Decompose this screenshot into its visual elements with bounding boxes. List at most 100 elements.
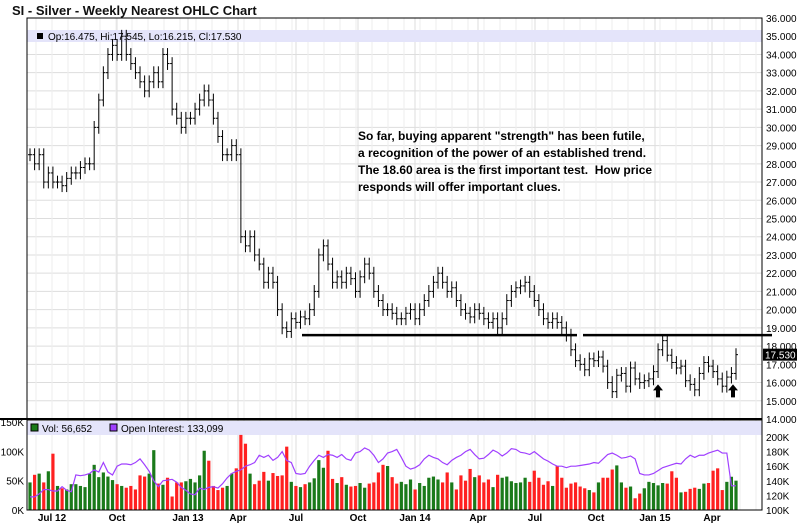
price-tick-label: 17.000 bbox=[766, 360, 797, 371]
volume-bar bbox=[298, 487, 303, 510]
volume-bar bbox=[308, 482, 312, 510]
volume-bar bbox=[551, 485, 555, 510]
price-tick-label: 22.000 bbox=[766, 269, 797, 280]
price-tick-label: 36.000 bbox=[766, 14, 797, 25]
volume-bar bbox=[133, 489, 138, 510]
volume-bar bbox=[266, 480, 270, 510]
volume-bar bbox=[440, 482, 445, 510]
volume-bar bbox=[477, 475, 481, 510]
volume-bar bbox=[78, 485, 83, 510]
volume-bar bbox=[193, 482, 197, 510]
volume-bar bbox=[408, 479, 413, 510]
volume-bar bbox=[422, 485, 426, 510]
volume-bar bbox=[619, 482, 623, 510]
volume-bar bbox=[486, 479, 491, 510]
volume-bar bbox=[683, 491, 688, 510]
volume-bar bbox=[216, 490, 220, 510]
volume-bar bbox=[372, 482, 376, 510]
volume-bar bbox=[335, 483, 339, 510]
volume-tick-label: 0K bbox=[12, 506, 25, 517]
volume-bar bbox=[87, 473, 92, 510]
volume-bar bbox=[418, 483, 422, 510]
volume-bar bbox=[528, 481, 532, 510]
up-arrow-icon bbox=[728, 384, 738, 398]
volume-bar bbox=[725, 481, 729, 510]
volume-bar bbox=[367, 483, 371, 510]
volume-bar bbox=[285, 446, 289, 510]
price-tick-label: 16.000 bbox=[766, 379, 797, 390]
price-tick-label: 32.000 bbox=[766, 87, 797, 98]
volume-bar bbox=[670, 471, 674, 510]
volume-bar bbox=[404, 484, 408, 510]
volume-bar bbox=[711, 470, 715, 510]
volume-bar bbox=[702, 483, 706, 510]
volume-bar bbox=[143, 476, 147, 510]
oi-tick-label: 200K bbox=[766, 433, 790, 444]
volume-bar bbox=[106, 476, 110, 510]
oi-tick-label: 100K bbox=[766, 506, 790, 517]
volume-bar bbox=[661, 483, 665, 510]
up-arrow-icon bbox=[653, 384, 663, 398]
volume-bar bbox=[243, 443, 248, 510]
price-tick-label: 35.000 bbox=[766, 32, 797, 43]
volume-bar bbox=[688, 488, 692, 510]
volume-bar bbox=[138, 475, 142, 510]
volume-panel-frame bbox=[26, 419, 763, 511]
volume-bar bbox=[198, 475, 202, 510]
open-interest-line bbox=[30, 447, 736, 498]
volume-bar bbox=[390, 477, 394, 510]
price-tick-label: 31.000 bbox=[766, 105, 797, 116]
volume-bar bbox=[734, 480, 738, 510]
volume-bar bbox=[592, 492, 596, 510]
price-tick-label: 21.000 bbox=[766, 287, 797, 298]
volume-bar bbox=[693, 487, 697, 510]
volume-bar bbox=[46, 471, 50, 510]
volume-bar bbox=[353, 485, 358, 510]
volume-bar bbox=[69, 484, 73, 510]
volume-bar bbox=[120, 485, 124, 510]
price-legend-swatch bbox=[37, 33, 43, 39]
volume-bar bbox=[330, 478, 335, 510]
volume-bar bbox=[596, 482, 601, 510]
volume-bar bbox=[615, 465, 619, 510]
volume-bar bbox=[115, 484, 119, 510]
price-tick-label: 24.000 bbox=[766, 233, 797, 244]
price-legend-band bbox=[27, 30, 762, 42]
volume-bar bbox=[60, 488, 64, 510]
volume-bar bbox=[720, 490, 724, 510]
volume-bar bbox=[427, 477, 431, 510]
volume-bar bbox=[578, 486, 582, 510]
oi-tick-label: 140K bbox=[766, 477, 790, 488]
volume-tick-label: 100K bbox=[1, 447, 25, 458]
volume-bar bbox=[587, 490, 591, 510]
volume-bar bbox=[445, 472, 449, 510]
volume-bar bbox=[184, 481, 188, 510]
chart-annotation: So far, buying apparent "strength" has b… bbox=[358, 129, 653, 194]
volume-bar bbox=[55, 485, 60, 510]
oi-tick-label: 120K bbox=[766, 491, 790, 502]
volume-bar bbox=[541, 484, 546, 510]
volume-bar bbox=[716, 468, 720, 510]
volume-bar bbox=[253, 484, 257, 510]
volume-bar bbox=[463, 480, 468, 510]
volume-bar bbox=[697, 488, 701, 510]
volume-bar bbox=[674, 477, 679, 510]
volume-bar bbox=[340, 477, 344, 510]
volume-bar bbox=[225, 485, 229, 510]
volume-bar bbox=[651, 483, 656, 510]
price-tick-label: 15.000 bbox=[766, 397, 797, 408]
volume-bar bbox=[156, 483, 160, 510]
volume-bar bbox=[170, 496, 174, 510]
price-tick-label: 29.000 bbox=[766, 142, 797, 153]
x-tick-label: Apr bbox=[469, 513, 486, 524]
volume-bar bbox=[606, 477, 610, 510]
volume-bar bbox=[211, 485, 215, 510]
volume-bar bbox=[624, 487, 628, 510]
price-tick-label: 26.000 bbox=[766, 196, 797, 207]
volume-bar bbox=[395, 483, 399, 510]
volume-bar bbox=[523, 477, 527, 510]
volume-bar bbox=[468, 468, 472, 510]
volume-bar bbox=[161, 484, 165, 510]
volume-bar bbox=[101, 472, 105, 510]
